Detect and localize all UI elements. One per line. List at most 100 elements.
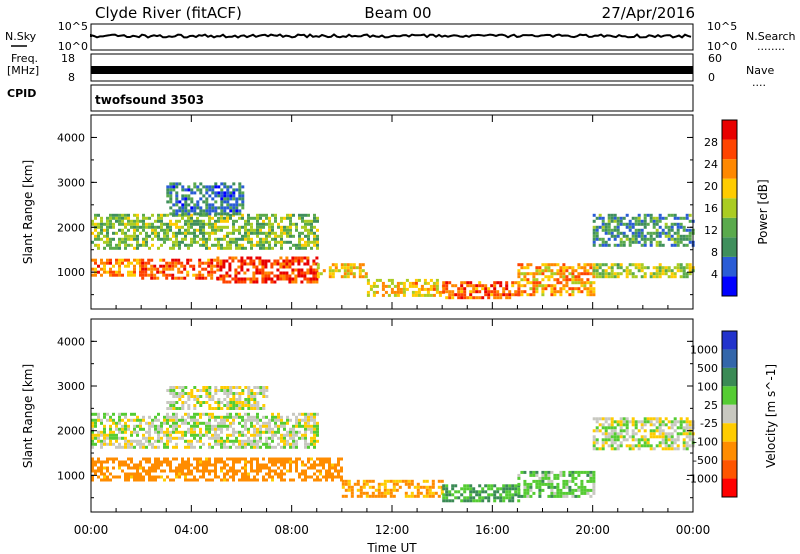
heatmap-cell-band-3 <box>592 473 596 477</box>
heatmap-cell-band-0 <box>250 478 253 482</box>
heatmap-cell-band-8 <box>199 225 202 229</box>
heatmap-cell-band-8 <box>253 216 256 220</box>
heatmap-cell-band-1 <box>186 273 190 277</box>
heatmap-cell-band-4 <box>175 421 178 425</box>
heatmap-cell-band-6 <box>532 284 536 288</box>
heatmap-cell-band-4 <box>247 439 250 443</box>
heatmap-cell-band-2 <box>285 277 289 281</box>
heatmap-cell-band-10 <box>667 228 671 232</box>
heatmap-cell-band-9 <box>193 206 197 210</box>
heatmap-cell-band-10 <box>676 237 680 241</box>
heatmap-cell-band-9 <box>226 206 230 210</box>
heatmap-cell-band-1 <box>347 479 351 483</box>
heatmap-cell-band-8 <box>160 243 163 247</box>
heatmap-cell-band-6 <box>667 420 671 424</box>
heatmap-cell-band-2 <box>448 493 452 497</box>
heatmap-cell-band-0 <box>175 475 178 479</box>
heatmap-cell-band-4 <box>91 439 94 443</box>
heatmap-cell-band-8 <box>106 231 109 235</box>
heatmap-cell-band-6 <box>526 272 530 276</box>
heatmap-cell-band-8 <box>247 231 250 235</box>
heatmap-cell-band-6 <box>541 287 545 291</box>
heatmap-cell-band-2 <box>219 265 223 269</box>
heatmap-cell-band-10 <box>592 213 596 217</box>
heatmap-cell-band-4 <box>124 442 127 446</box>
heatmap-cell-band-7 <box>631 263 635 267</box>
heatmap-cell-band-0 <box>106 457 109 461</box>
heatmap-cell-band-1 <box>204 267 208 271</box>
heatmap-cell-band-0 <box>91 267 94 271</box>
heatmap-cell-band-5 <box>193 404 197 407</box>
heatmap-cell-band-5 <box>175 401 179 404</box>
heatmap-cell-band-5 <box>247 404 251 407</box>
heatmap-cell-band-5 <box>511 293 515 297</box>
heatmap-cell-band-5 <box>262 404 266 407</box>
heatmap-cell-band-1 <box>177 276 181 280</box>
heatmap-cell-band-8 <box>295 225 298 229</box>
heatmap-cell-band-2 <box>445 490 449 494</box>
heatmap-cell-band-4 <box>196 412 199 416</box>
heatmap-cell-band-8 <box>208 237 211 241</box>
heatmap-cell-band-7 <box>685 266 689 270</box>
heatmap-cell-band-4 <box>244 418 247 422</box>
heatmap-cell-band-8 <box>100 231 103 235</box>
heatmap-cell-band-6 <box>565 290 569 294</box>
heatmap-cell-band-6 <box>655 444 659 448</box>
heatmap-cell-band-5 <box>238 386 242 389</box>
heatmap-cell-band-5 <box>451 293 455 297</box>
heatmap-cell-band-2 <box>276 277 280 281</box>
velocity-colorbar-tick: -1000 <box>686 473 718 486</box>
heatmap-cell-band-0 <box>193 475 196 479</box>
heatmap-cell-band-4 <box>91 430 94 434</box>
heatmap-cell-band-10 <box>604 243 608 247</box>
heatmap-cell-band-5 <box>472 284 476 288</box>
heatmap-cell-band-4 <box>187 427 190 431</box>
heatmap-cell-band-5 <box>484 284 488 288</box>
heatmap-cell-band-5 <box>460 296 464 300</box>
heatmap-cell-band-8 <box>301 231 304 235</box>
heatmap-cell-band-8 <box>205 243 208 247</box>
heatmap-cell-band-1 <box>144 261 148 265</box>
heatmap-cell-band-10 <box>679 216 683 220</box>
heatmap-cell-band-8 <box>202 219 205 223</box>
heatmap-cell-band-5 <box>193 407 197 410</box>
heatmap-cell-band-4 <box>283 421 286 425</box>
heatmap-cell-band-8 <box>199 219 202 223</box>
heatmap-cell-band-9 <box>190 188 194 192</box>
heatmap-cell-band-6 <box>535 290 539 294</box>
heatmap-cell-band-1 <box>207 258 211 262</box>
heatmap-cell-band-1 <box>210 276 214 280</box>
heatmap-cell-band-7 <box>688 266 692 270</box>
heatmap-cell-band-10 <box>628 243 632 247</box>
freq-tick-top: 18 <box>61 52 75 65</box>
heatmap-cell-band-3 <box>544 473 548 477</box>
heatmap-cell-band-8 <box>157 231 160 235</box>
heatmap-cell-band-4 <box>256 430 259 434</box>
heatmap-cell-band-7 <box>610 266 614 270</box>
heatmap-cell-band-8 <box>133 231 136 235</box>
heatmap-cell-band-4 <box>91 427 94 431</box>
heatmap-cell-band-3 <box>517 491 521 495</box>
heatmap-cell-band-8 <box>316 246 319 250</box>
heatmap-cell-band-3 <box>556 488 560 492</box>
heatmap-cell-band-2 <box>463 484 467 488</box>
heatmap-cell-band-0 <box>307 466 310 470</box>
heatmap-cell-band-6 <box>631 438 635 442</box>
heatmap-cell-band-4 <box>187 412 190 416</box>
heatmap-cell-band-0 <box>220 457 223 461</box>
heatmap-cell-band-6 <box>562 269 566 273</box>
heatmap-cell-band-4 <box>157 439 160 443</box>
heatmap-cell-band-0 <box>139 267 142 271</box>
heatmap-cell-band-6 <box>652 417 656 421</box>
heatmap-cell-band-4 <box>199 445 202 449</box>
heatmap-cell-band-0 <box>250 469 253 473</box>
heatmap-cell-band-8 <box>106 228 109 232</box>
heatmap-cell-band-4 <box>115 433 118 437</box>
heatmap-cell-band-8 <box>274 243 277 247</box>
heatmap-cell-band-10 <box>592 237 596 241</box>
heatmap-cell-band-0 <box>106 469 109 473</box>
heatmap-cell-band-4 <box>136 430 139 434</box>
heatmap-cell-band-0 <box>214 460 217 464</box>
heatmap-cell-band-4 <box>277 430 280 434</box>
heatmap-cell-band-6 <box>637 441 641 445</box>
